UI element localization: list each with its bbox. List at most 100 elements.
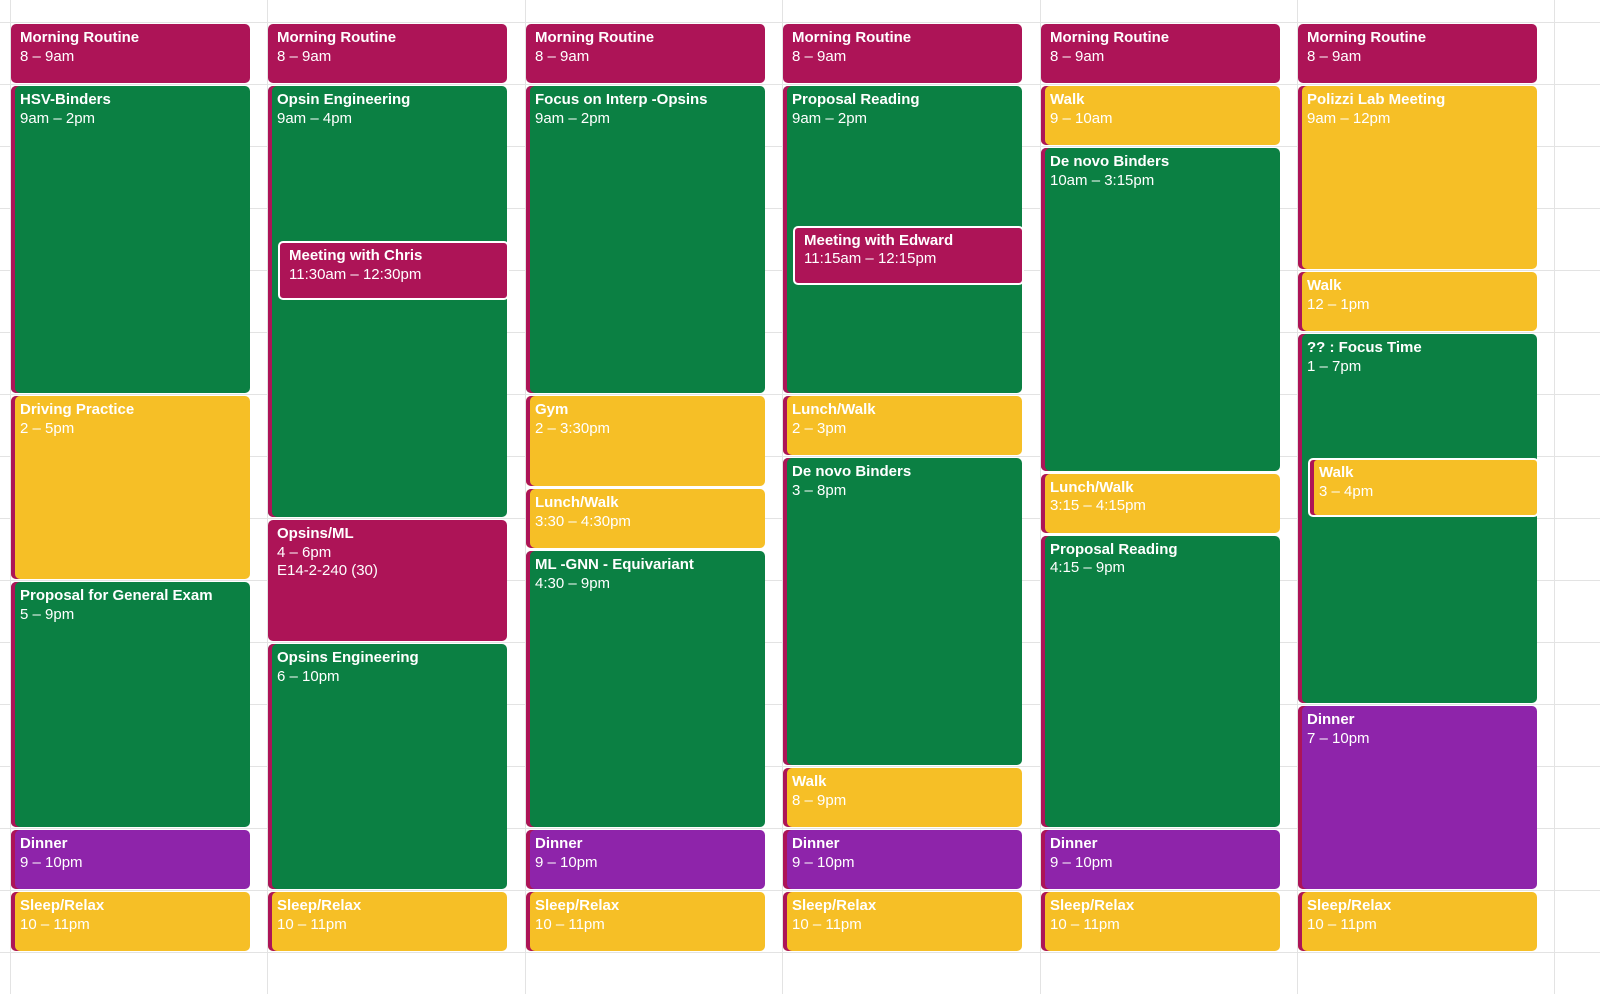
event-time: 9 – 10pm [535,853,598,871]
event-title: Sleep/Relax [1307,897,1392,914]
event-time: 2 – 3pm [792,419,847,437]
event-de-novo-binders[interactable]: De novo Binders 3 – 8pm [783,458,1022,765]
event-sleep-relax[interactable]: Sleep/Relax 10 – 11pm [268,892,507,951]
event-title: ML -GNN - Equivariant [535,556,694,573]
event-time: 10 – 11pm [1050,915,1120,933]
event-time: 1 – 7pm [1307,357,1362,375]
event-dinner[interactable]: Dinner 9 – 10pm [526,830,765,889]
event-title: Sleep/Relax [1050,897,1135,914]
event-opsins-ml[interactable]: Opsins/ML 4 – 6pm E14-2-240 (30) [268,520,507,641]
event-sleep-relax[interactable]: Sleep/Relax 10 – 11pm [11,892,250,951]
event-time: 8 – 9am [20,47,75,65]
event-location: E14-2-240 (30) [277,562,378,579]
event-morning-routine[interactable]: Morning Routine 8 – 9am [1041,24,1280,83]
event-dinner[interactable]: Dinner 9 – 10pm [1041,830,1280,889]
event-sleep-relax[interactable]: Sleep/Relax 10 – 11pm [783,892,1022,951]
event-morning-routine[interactable]: Morning Routine 8 – 9am [268,24,507,83]
event-time: 8 – 9am [1050,47,1105,65]
event-title: Lunch/Walk [792,401,876,418]
event-time: 3:30 – 4:30pm [535,512,631,530]
event-morning-routine[interactable]: Morning Routine 8 – 9am [1298,24,1537,83]
event-title: Opsin Engineering [277,91,411,108]
event-title: Dinner [1307,711,1355,728]
event-polizzi-lab-meeting[interactable]: Polizzi Lab Meeting 9am – 12pm [1298,86,1537,269]
event-de-novo-binders[interactable]: De novo Binders 10am – 3:15pm [1041,148,1280,471]
event-time: 9 – 10am [1050,109,1113,127]
event-title: Sleep/Relax [277,897,362,914]
event-morning-routine[interactable]: Morning Routine 8 – 9am [526,24,765,83]
event-morning-routine[interactable]: Morning Routine 8 – 9am [11,24,250,83]
event-title: Proposal Reading [792,91,920,108]
event-sleep-relax[interactable]: Sleep/Relax 10 – 11pm [1298,892,1537,951]
event-title: Walk [1050,91,1085,108]
event-time: 10 – 11pm [20,915,90,933]
event-time: 4:15 – 9pm [1050,559,1126,576]
event-time: 9am – 2pm [20,109,96,127]
event-title: Morning Routine [1307,29,1427,46]
event-walk[interactable]: Walk 12 – 1pm [1298,272,1537,331]
event-proposal-for-general-exam[interactable]: Proposal for General Exam 5 – 9pm [11,582,250,827]
event-time: 8 – 9am [1307,47,1362,65]
event-time: 10 – 11pm [792,915,862,933]
event-focus-on-interp-opsins[interactable]: Focus on Interp -Opsins 9am – 2pm [526,86,765,393]
event-lunch-walk[interactable]: Lunch/Walk 3:15 – 4:15pm [1041,473,1280,533]
day-column-divider [525,0,526,994]
event-gym[interactable]: Gym 2 – 3:30pm [526,396,765,486]
event-time: 9am – 4pm [277,109,353,127]
event-focus-time[interactable]: ?? : Focus Time 1 – 7pm [1298,334,1537,703]
event-title: Sleep/Relax [792,897,877,914]
event-time: 9am – 2pm [535,109,611,127]
event-lunch-walk[interactable]: Lunch/Walk 2 – 3pm [783,396,1022,455]
event-title: Dinner [792,835,840,852]
event-meeting-with-chris[interactable]: Meeting with Chris 11:30am – 12:30pm [278,241,509,300]
event-walk[interactable]: Walk 9 – 10am [1041,86,1280,145]
event-title: Morning Routine [535,29,655,46]
event-lunch-walk[interactable]: Lunch/Walk 3:30 – 4:30pm [526,489,765,548]
event-meeting-with-edward[interactable]: Meeting with Edward 11:15am – 12:15pm [793,225,1024,285]
event-sleep-relax[interactable]: Sleep/Relax 10 – 11pm [526,892,765,951]
event-dinner[interactable]: Dinner 7 – 10pm [1298,706,1537,889]
event-opsins-engineering[interactable]: Opsins Engineering 6 – 10pm [268,644,507,889]
event-title: Walk [1319,464,1354,481]
event-time: 10 – 11pm [535,915,605,933]
event-title: Lunch/Walk [535,494,619,511]
event-time: 3 – 4pm [1319,482,1374,500]
event-dinner[interactable]: Dinner 9 – 10pm [783,830,1022,889]
event-sleep-relax[interactable]: Sleep/Relax 10 – 11pm [1041,892,1280,951]
event-time: 8 – 9am [277,47,332,65]
event-title: Morning Routine [20,29,140,46]
event-morning-routine[interactable]: Morning Routine 8 – 9am [783,24,1022,83]
hour-gridline [0,22,1600,23]
event-hsv-binders[interactable]: HSV-Binders 9am – 2pm [11,86,250,393]
event-ml-gnn-equivariant[interactable]: ML -GNN - Equivariant 4:30 – 9pm [526,551,765,827]
day-column-divider [267,0,268,994]
event-walk[interactable]: Walk 3 – 4pm [1308,458,1539,517]
event-time: 11:15am – 12:15pm [804,250,937,267]
event-proposal-reading[interactable]: Proposal Reading 4:15 – 9pm [1041,535,1280,827]
event-title: Proposal for General Exam [20,587,213,604]
event-title: Proposal Reading [1050,540,1178,558]
hour-gridline [0,394,1600,395]
event-time: 3:15 – 4:15pm [1050,497,1146,514]
event-title: ?? : Focus Time [1307,339,1422,356]
event-time: 9am – 2pm [792,109,868,127]
day-column-divider [10,0,11,994]
event-dinner[interactable]: Dinner 9 – 10pm [11,830,250,889]
event-time: 4:30 – 9pm [535,574,611,592]
event-driving-practice[interactable]: Driving Practice 2 – 5pm [11,396,250,579]
event-time: 2 – 5pm [20,419,75,437]
event-opsin-engineering[interactable]: Opsin Engineering 9am – 4pm [268,86,507,517]
event-walk[interactable]: Walk 8 – 9pm [783,768,1022,827]
event-time: 7 – 10pm [1307,729,1370,747]
event-title: Opsins Engineering [277,649,419,666]
event-time: 12 – 1pm [1307,295,1370,313]
hour-gridline [0,952,1600,953]
event-time: 2 – 3:30pm [535,419,611,437]
event-title: Morning Routine [277,29,397,46]
event-title: Polizzi Lab Meeting [1307,91,1446,108]
event-title: Morning Routine [792,29,912,46]
event-title: HSV-Binders [20,91,111,108]
event-title: Walk [1307,277,1342,294]
event-title: Dinner [1050,835,1098,852]
event-time: 8 – 9am [792,47,847,65]
